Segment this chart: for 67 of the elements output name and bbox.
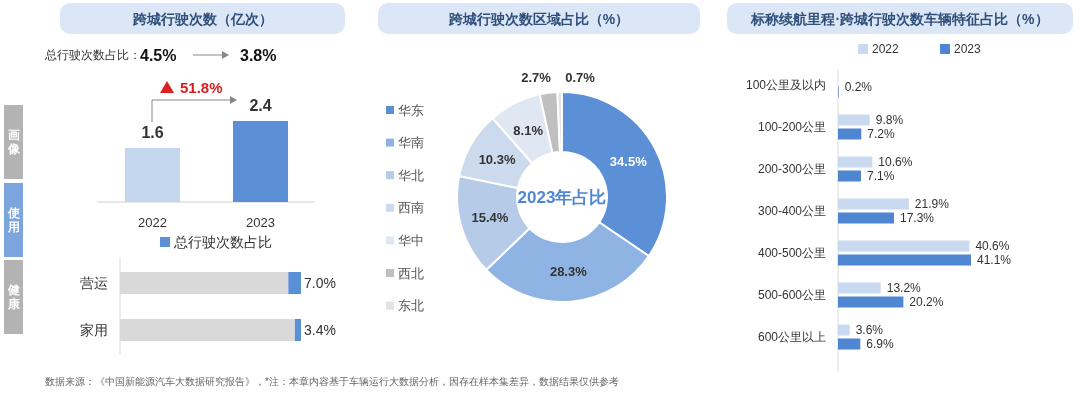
- data-label: 0.7%: [565, 69, 596, 85]
- legend-label: 西南: [398, 200, 424, 216]
- y-tick-label: 100-200公里: [757, 120, 826, 134]
- legend-label: 东北: [398, 298, 424, 314]
- data-label: 3.6%: [855, 323, 884, 337]
- data-label: 8.1%: [513, 122, 544, 138]
- text: 总行驶次数占比：: [44, 48, 141, 62]
- y-tick-label: 营运: [80, 275, 108, 291]
- data-label: 21.9%: [914, 197, 950, 211]
- legend-label: 华南: [398, 135, 424, 151]
- text: 画像: [6, 128, 21, 156]
- text: 3.8%: [240, 46, 277, 64]
- legend-label: 华北: [398, 167, 424, 183]
- bar: [838, 254, 971, 266]
- bar: [838, 282, 881, 294]
- y-tick-label: 400-500公里: [757, 246, 826, 260]
- data-label: 40.6%: [975, 239, 1010, 253]
- legend-label: 总行驶次数占比: [173, 234, 272, 250]
- legend-label: 华东: [398, 102, 424, 118]
- data-label: 20.2%: [909, 295, 944, 309]
- legend-label: 华中: [398, 232, 424, 248]
- chart-title: 标称续航里程·跨城行驶次数车辆特征占比（%）: [750, 11, 1049, 27]
- data-label: 1.6: [141, 123, 164, 141]
- y-tick-label: 300-400公里: [757, 204, 826, 218]
- bar: [838, 170, 861, 182]
- chart-title: 跨城行驶次数（亿次）: [131, 11, 273, 27]
- text: 2023年占比: [517, 187, 607, 207]
- bar: [838, 128, 862, 140]
- data-label: 10.3%: [478, 151, 516, 167]
- legend-label: 2023: [954, 42, 982, 56]
- data-label: 3.4%: [304, 322, 336, 338]
- data-label: 15.4%: [471, 210, 509, 226]
- data-label: 13.2%: [886, 281, 922, 295]
- y-tick-label: 家用: [80, 322, 108, 338]
- data-label: 7.2%: [867, 127, 895, 141]
- legend-label: 2022: [872, 42, 900, 56]
- y-tick-label: 600公里以上: [757, 330, 826, 344]
- data-label: 9.8%: [875, 113, 904, 127]
- data-label: 34.5%: [609, 154, 648, 170]
- bar: [838, 324, 850, 336]
- data-label: 10.6%: [878, 155, 913, 169]
- data-label: 41.1%: [977, 253, 1012, 267]
- data-label: 0.2%: [844, 79, 873, 94]
- data-label: 17.3%: [899, 211, 935, 225]
- data-label: 2.7%: [521, 69, 552, 85]
- text: 51.8%: [180, 78, 223, 96]
- text: 使用: [6, 206, 20, 234]
- text: 4.5%: [140, 46, 177, 64]
- bar: [838, 338, 861, 350]
- chart-title: 跨城行驶次数区域占比（%）: [447, 11, 630, 27]
- bar: [838, 240, 970, 252]
- data-label: 6.9%: [866, 337, 895, 351]
- y-tick-label: 500-600公里: [757, 288, 826, 302]
- bar: [838, 156, 873, 168]
- data-label: 28.3%: [549, 264, 588, 280]
- y-tick-label: 100公里及以内: [745, 78, 826, 92]
- y-tick-label: 200-300公里: [757, 162, 826, 176]
- bar: [838, 212, 894, 224]
- text: 健康: [6, 283, 21, 311]
- data-label: 2.4: [249, 96, 272, 114]
- source-note: 数据来源：《中国新能源汽车大数据研究报告》，*注：本章内容基于车辆运行大数据分析，因存在样本集差异，数据结果仅供参考: [45, 375, 619, 387]
- data-label: 7.0%: [304, 275, 336, 291]
- bar: [838, 296, 904, 308]
- legend-label: 西北: [398, 265, 424, 281]
- data-label: 7.1%: [866, 169, 895, 183]
- bar: [838, 198, 909, 210]
- bar: [838, 114, 870, 126]
